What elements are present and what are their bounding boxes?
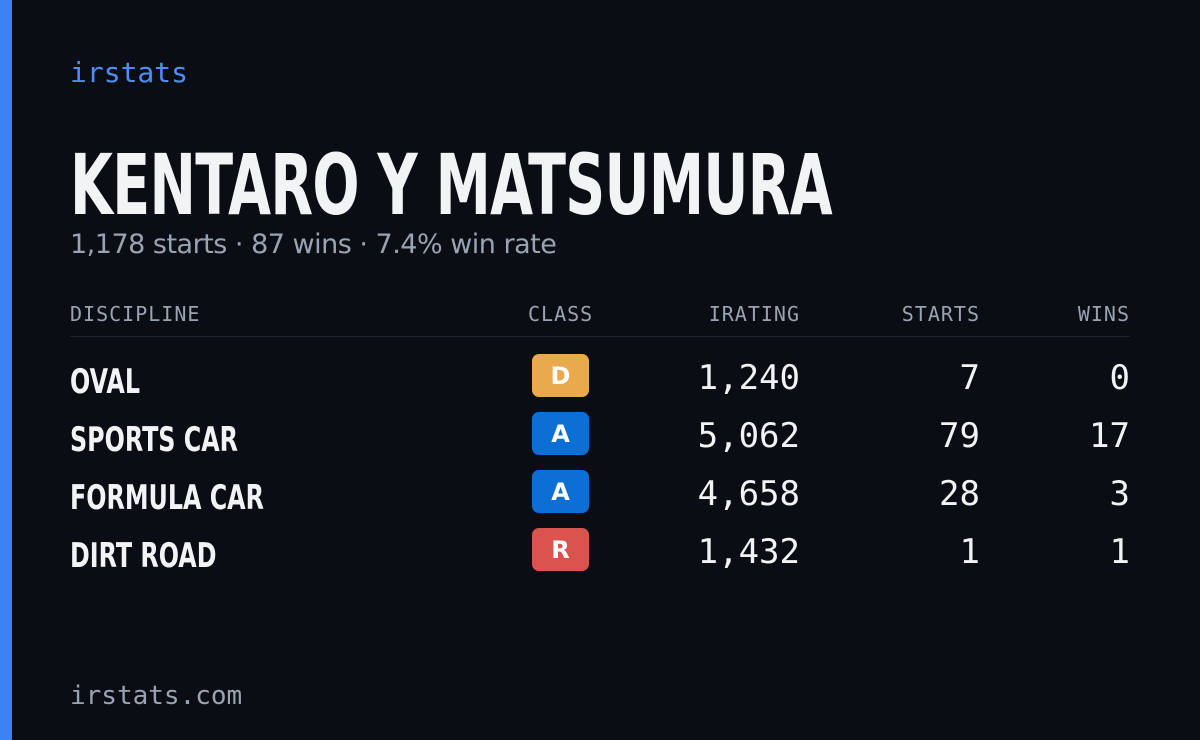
brand: irstats [70, 56, 189, 89]
wins: 17 [1089, 416, 1130, 456]
wins: 1 [1109, 532, 1130, 572]
class-badge: A [532, 412, 589, 455]
starts: 1 [959, 532, 980, 572]
irating: 5,062 [697, 416, 800, 456]
column-header: IRATING [708, 302, 800, 326]
class-badge: R [532, 528, 589, 571]
column-header: DISCIPLINE [70, 302, 201, 326]
column-header: WINS [1077, 302, 1130, 326]
divider [70, 336, 1130, 337]
irating: 4,658 [697, 474, 800, 514]
starts: 79 [939, 416, 980, 456]
starts: 28 [939, 474, 980, 514]
starts: 7 [959, 358, 980, 398]
driver-name: KENTARO Y MATSUMURA [70, 136, 833, 234]
footer: irstats.com [70, 681, 243, 711]
irating: 1,240 [697, 358, 800, 398]
discipline: SPORTS CAR [70, 420, 238, 460]
wins: 3 [1109, 474, 1130, 514]
class-badge: D [532, 354, 589, 397]
class-badge: A [532, 470, 589, 513]
wins: 0 [1109, 358, 1130, 398]
summary: 1,178 starts · 87 wins · 7.4% win rate [70, 229, 557, 260]
column-header: CLASS [528, 302, 594, 326]
discipline: DIRT ROAD [70, 536, 217, 576]
discipline: OVAL [70, 362, 140, 402]
irating: 1,432 [697, 532, 800, 572]
accent-bar [0, 0, 12, 740]
discipline: FORMULA CAR [70, 478, 264, 518]
column-header: STARTS [901, 302, 980, 326]
